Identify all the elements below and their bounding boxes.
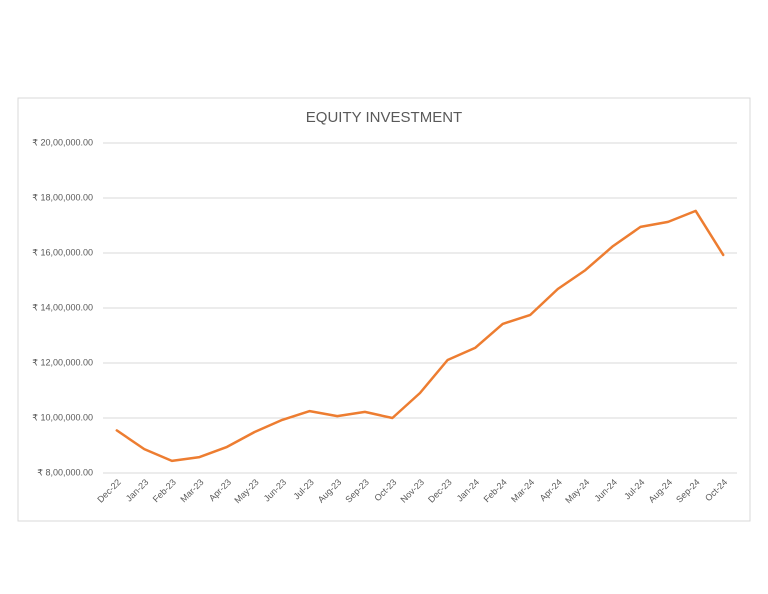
chart-title: EQUITY INVESTMENT [306, 109, 462, 126]
y-tick-label: ₹ 12,00,000.00 [32, 357, 93, 367]
y-tick-label: ₹ 18,00,000.00 [32, 192, 93, 202]
y-tick-label: ₹ 10,00,000.00 [32, 412, 93, 422]
y-tick-label: ₹ 8,00,000.00 [37, 467, 93, 477]
chart-frame [17, 97, 751, 522]
y-tick-label: ₹ 20,00,000.00 [32, 137, 93, 147]
y-tick-label: ₹ 16,00,000.00 [32, 247, 93, 257]
data-line [115, 209, 725, 463]
y-tick-label: ₹ 14,00,000.00 [32, 302, 93, 312]
